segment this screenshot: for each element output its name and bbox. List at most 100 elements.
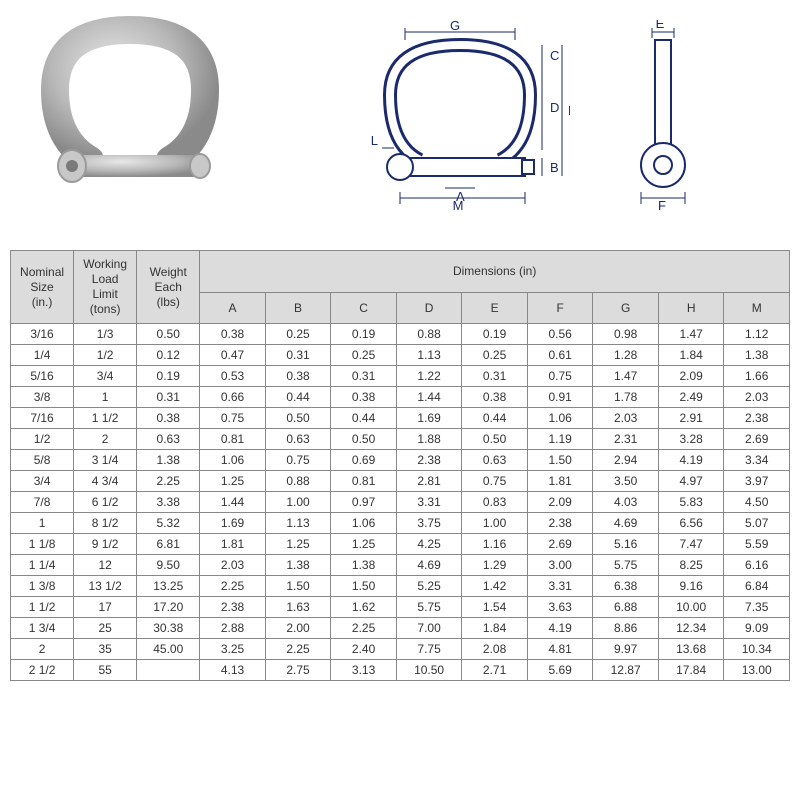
- table-cell: 2.88: [200, 618, 266, 639]
- col-dim-B: B: [265, 292, 331, 323]
- table-cell: 1: [74, 387, 137, 408]
- table-cell: [137, 660, 200, 681]
- col-dim-H: H: [658, 292, 724, 323]
- table-cell: 1.42: [462, 576, 528, 597]
- table-cell: 1.66: [724, 366, 790, 387]
- table-cell: 5.83: [658, 492, 724, 513]
- table-row: 3/44 3/42.251.250.880.812.810.751.813.50…: [11, 471, 790, 492]
- table-cell: 4.97: [658, 471, 724, 492]
- table-cell: 1: [11, 513, 74, 534]
- table-cell: 1.69: [200, 513, 266, 534]
- table-row: 7/161 1/20.380.750.500.441.690.441.062.0…: [11, 408, 790, 429]
- side-diagram: E F: [610, 20, 720, 210]
- dim-label: F: [658, 198, 666, 210]
- table-cell: 0.50: [137, 324, 200, 345]
- col-dim-F: F: [527, 292, 593, 323]
- table-cell: 1.38: [265, 555, 331, 576]
- table-cell: 1.50: [527, 450, 593, 471]
- table-cell: 0.25: [331, 345, 397, 366]
- table-cell: 0.98: [593, 324, 659, 345]
- table-cell: 0.88: [396, 324, 462, 345]
- dim-label: B: [550, 160, 559, 175]
- table-cell: 2.03: [200, 555, 266, 576]
- table-cell: 7.00: [396, 618, 462, 639]
- table-cell: 6 1/2: [74, 492, 137, 513]
- table-cell: 2: [11, 639, 74, 660]
- table-cell: 5.25: [396, 576, 462, 597]
- table-cell: 9.97: [593, 639, 659, 660]
- table-cell: 17.20: [137, 597, 200, 618]
- table-cell: 8.25: [658, 555, 724, 576]
- table-cell: 1 1/4: [11, 555, 74, 576]
- table-row: 2 1/2554.132.753.1310.502.715.6912.8717.…: [11, 660, 790, 681]
- table-cell: 0.75: [265, 450, 331, 471]
- table-cell: 2: [74, 429, 137, 450]
- table-cell: 1 1/2: [11, 597, 74, 618]
- table-cell: 2.91: [658, 408, 724, 429]
- table-cell: 0.66: [200, 387, 266, 408]
- table-cell: 2.00: [265, 618, 331, 639]
- table-cell: 5.59: [724, 534, 790, 555]
- table-cell: 45.00: [137, 639, 200, 660]
- table-cell: 0.63: [265, 429, 331, 450]
- table-cell: 9.50: [137, 555, 200, 576]
- table-cell: 2.38: [396, 450, 462, 471]
- table-cell: 2.94: [593, 450, 659, 471]
- table-cell: 4.19: [658, 450, 724, 471]
- table-cell: 2.25: [331, 618, 397, 639]
- table-cell: 2.09: [527, 492, 593, 513]
- table-row: 5/83 1/41.381.060.750.692.380.631.502.94…: [11, 450, 790, 471]
- table-cell: 2.38: [200, 597, 266, 618]
- table-cell: 0.88: [265, 471, 331, 492]
- table-cell: 1 3/4: [11, 618, 74, 639]
- table-cell: 5.07: [724, 513, 790, 534]
- table-row: 5/163/40.190.530.380.311.220.310.751.472…: [11, 366, 790, 387]
- table-cell: 1.44: [200, 492, 266, 513]
- table-cell: 0.44: [331, 408, 397, 429]
- table-cell: 3.97: [724, 471, 790, 492]
- table-cell: 9.16: [658, 576, 724, 597]
- table-cell: 1.00: [265, 492, 331, 513]
- table-cell: 1.38: [331, 555, 397, 576]
- col-dim-D: D: [396, 292, 462, 323]
- table-cell: 10.50: [396, 660, 462, 681]
- table-cell: 30.38: [137, 618, 200, 639]
- table-row: 1/41/20.120.470.310.251.130.250.611.281.…: [11, 345, 790, 366]
- table-cell: 0.44: [265, 387, 331, 408]
- table-cell: 4.69: [593, 513, 659, 534]
- col-dim-G: G: [593, 292, 659, 323]
- table-cell: 1.81: [527, 471, 593, 492]
- table-cell: 0.50: [462, 429, 528, 450]
- table-cell: 0.38: [265, 366, 331, 387]
- table-cell: 12: [74, 555, 137, 576]
- table-cell: 4.19: [527, 618, 593, 639]
- table-cell: 0.61: [527, 345, 593, 366]
- table-cell: 5.75: [396, 597, 462, 618]
- table-cell: 4.25: [396, 534, 462, 555]
- table-cell: 2.25: [137, 471, 200, 492]
- table-cell: 1.54: [462, 597, 528, 618]
- table-cell: 2.09: [658, 366, 724, 387]
- table-cell: 0.38: [200, 324, 266, 345]
- table-cell: 1.19: [527, 429, 593, 450]
- table-row: 23545.003.252.252.407.752.084.819.9713.6…: [11, 639, 790, 660]
- table-cell: 5/16: [11, 366, 74, 387]
- table-cell: 2.38: [527, 513, 593, 534]
- table-row: 1 3/813 1/213.252.251.501.505.251.423.31…: [11, 576, 790, 597]
- table-cell: 1.00: [462, 513, 528, 534]
- dim-label: L: [371, 133, 378, 148]
- table-cell: 5.69: [527, 660, 593, 681]
- table-cell: 13 1/2: [74, 576, 137, 597]
- table-cell: 4.13: [200, 660, 266, 681]
- table-cell: 1.81: [200, 534, 266, 555]
- table-cell: 2.69: [724, 429, 790, 450]
- table-cell: 1.25: [200, 471, 266, 492]
- table-cell: 1/2: [74, 345, 137, 366]
- table-cell: 12.34: [658, 618, 724, 639]
- table-cell: 0.31: [462, 366, 528, 387]
- table-cell: 2.81: [396, 471, 462, 492]
- table-cell: 2.08: [462, 639, 528, 660]
- table-cell: 0.63: [137, 429, 200, 450]
- table-row: 1 1/89 1/26.811.811.251.254.251.162.695.…: [11, 534, 790, 555]
- table-cell: 4 3/4: [74, 471, 137, 492]
